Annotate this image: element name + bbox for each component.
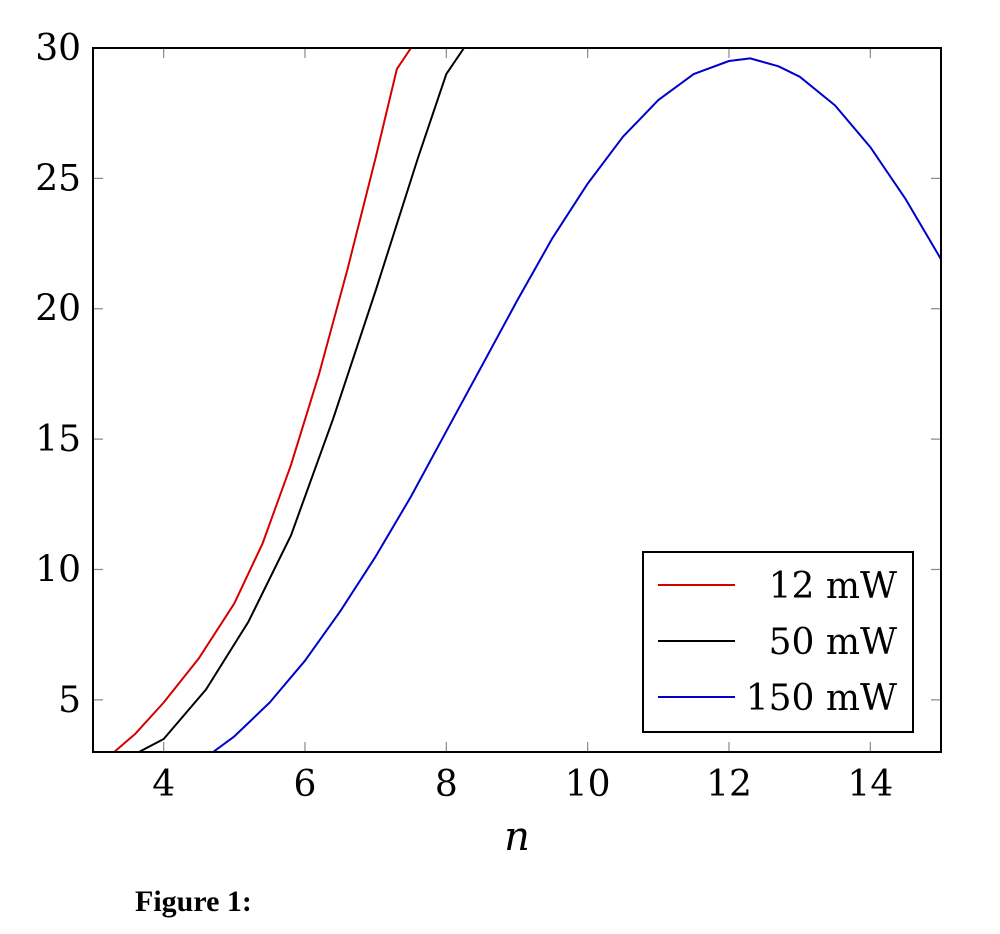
legend-label: 12 mW <box>769 566 897 607</box>
x-tick-label: 4 <box>152 764 175 805</box>
y-tick-label: 15 <box>35 419 81 460</box>
figure-caption: Figure 1: <box>135 885 252 918</box>
line-chart: 5 10 15 20 25 30 4 6 8 10 12 14 n 12 mW 50 mW 150 mW <box>35 28 942 860</box>
legend: 12 mW 50 mW 150 mW <box>642 551 914 733</box>
y-axis-ticks: 5 10 15 20 25 30 <box>35 28 941 721</box>
series-layer <box>113 48 941 752</box>
series-line-2 <box>212 57 941 752</box>
x-tick-label: 14 <box>847 764 893 805</box>
y-tick-label: 30 <box>35 28 81 69</box>
legend-label: 50 mW <box>769 622 897 663</box>
y-tick-label: 5 <box>58 680 81 721</box>
x-tick-label: 12 <box>706 764 752 805</box>
y-tick-label: 10 <box>35 549 81 590</box>
legend-items: 12 mW 50 mW 150 mW <box>658 566 897 719</box>
series-line-1 <box>138 48 465 752</box>
y-tick-label: 20 <box>35 289 81 330</box>
legend-label: 150 mW <box>746 678 897 719</box>
x-axis-ticks: 4 6 8 10 12 14 <box>152 48 893 805</box>
series-line-0 <box>113 48 412 752</box>
y-tick-label: 25 <box>35 158 81 199</box>
x-tick-label: 6 <box>294 764 317 805</box>
plot-frame <box>92 47 942 753</box>
x-axis-title: n <box>504 814 530 860</box>
x-tick-label: 10 <box>565 764 611 805</box>
x-tick-label: 8 <box>435 764 458 805</box>
